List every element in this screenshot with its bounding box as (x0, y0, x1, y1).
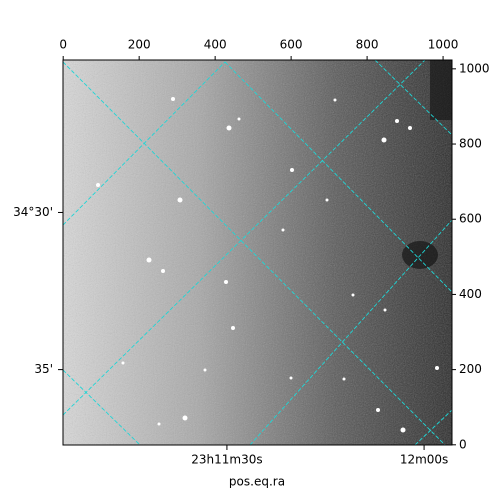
coordinate-grid (63, 60, 452, 445)
x-tick-label: 400 (204, 38, 227, 52)
y-tick-label: 600 (459, 212, 482, 226)
y-tick-label: 1000 (459, 61, 490, 75)
x-tick-label: 1000 (428, 38, 459, 52)
ra-tick-label: 23h11m30s (191, 453, 262, 467)
y-tick-label: 800 (459, 137, 482, 151)
dec-tick-label: 35' (34, 362, 53, 376)
x-tick-label: 0 (59, 38, 67, 52)
x-tick-label: 600 (280, 38, 303, 52)
dec-tick-label: 34°30' (13, 205, 53, 219)
y-tick-label: 200 (459, 362, 482, 376)
sky-image (63, 60, 452, 445)
x-tick-label: 800 (356, 38, 379, 52)
x-tick-label: 200 (128, 38, 151, 52)
y-tick-label: 400 (459, 287, 482, 301)
x-axis-label: pos.eq.ra (229, 475, 285, 489)
ra-tick-label: 12m00s (400, 453, 448, 467)
y-tick-label: 0 (459, 437, 467, 451)
frame (62, 59, 453, 446)
